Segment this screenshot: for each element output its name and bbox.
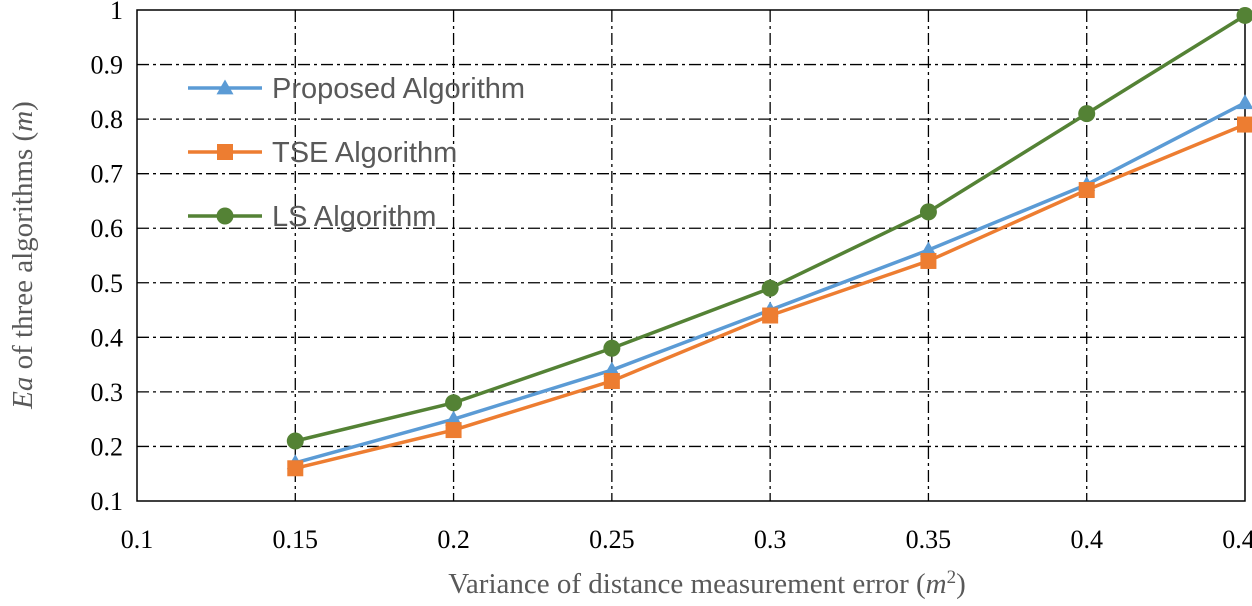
data-point-proposed-algorithm: [1236, 94, 1252, 110]
legend-marker: [217, 144, 233, 160]
data-point-ls-algorithm: [1078, 105, 1096, 123]
y-tick-label: 0.1: [91, 487, 124, 516]
y-tick-label: 0.2: [91, 432, 124, 461]
x-tick-label: 0.4: [1070, 525, 1103, 554]
y-tick-label: 0.6: [91, 214, 124, 243]
data-point-ls-algorithm: [445, 394, 463, 412]
x-tick-label: 0.3: [754, 525, 787, 554]
data-point-tse-algorithm: [1078, 182, 1095, 199]
legend-item-tse-algorithm: TSE Algorithm: [188, 137, 457, 169]
data-point-tse-algorithm: [287, 460, 304, 477]
legend-item-proposed-algorithm: Proposed Algorithm: [188, 73, 525, 105]
data-point-tse-algorithm: [920, 252, 937, 269]
legend-label: TSE Algorithm: [272, 137, 457, 169]
x-tick-label: 0.25: [589, 525, 635, 554]
legend-marker: [216, 207, 234, 225]
y-tick-label: 0.3: [91, 378, 124, 407]
data-point-proposed-algorithm: [603, 361, 621, 377]
y-tick-label: 0.7: [91, 160, 124, 189]
x-tick-label: 0.15: [273, 525, 319, 554]
x-tick-label: 0.1: [121, 525, 154, 554]
data-point-tse-algorithm: [445, 422, 462, 439]
data-point-ls-algorithm: [1236, 6, 1252, 24]
legend: Proposed Algorithm TSE Algorithm LS Algori…: [188, 73, 525, 233]
x-tick-label: 0.45: [1222, 525, 1252, 554]
series-group: [286, 6, 1252, 477]
data-point-ls-algorithm: [603, 339, 621, 357]
legend-label: LS Algorithm: [272, 201, 436, 233]
x-axis-ticks: 0.1 0.15 0.2 0.25 0.3 0.35 0.4 0.45: [121, 525, 1252, 554]
data-point-tse-algorithm: [1237, 116, 1252, 133]
data-point-ls-algorithm: [286, 432, 304, 450]
y-tick-label: 1: [110, 0, 123, 25]
y-tick-label: 0.5: [91, 269, 124, 298]
series-ls-algorithm: [286, 6, 1252, 450]
y-tick-label: 0.9: [91, 51, 124, 80]
legend-item-ls-algorithm: LS Algorithm: [188, 201, 436, 233]
y-axis-label: Ea of three algorithms (m): [7, 101, 39, 410]
x-axis-label: Variance of distance measurement error (…: [448, 567, 966, 600]
data-point-ls-algorithm: [761, 279, 779, 297]
data-point-proposed-algorithm: [919, 241, 937, 257]
data-point-tse-algorithm: [603, 372, 620, 389]
y-tick-label: 0.4: [91, 323, 124, 352]
data-point-tse-algorithm: [762, 307, 779, 324]
legend-label: Proposed Algorithm: [272, 73, 525, 105]
data-point-proposed-algorithm: [445, 410, 463, 426]
data-point-ls-algorithm: [919, 203, 937, 221]
x-tick-label: 0.2: [437, 525, 470, 554]
y-axis-ticks: 0.1 0.2 0.3 0.4 0.5 0.6 0.7 0.8 0.9 1: [91, 0, 124, 516]
x-tick-label: 0.35: [906, 525, 952, 554]
legend-marker: [216, 79, 234, 95]
series-tse-algorithm: [287, 116, 1252, 477]
plot-area-frame: [136, 9, 1246, 502]
y-tick-label: 0.8: [91, 105, 124, 134]
